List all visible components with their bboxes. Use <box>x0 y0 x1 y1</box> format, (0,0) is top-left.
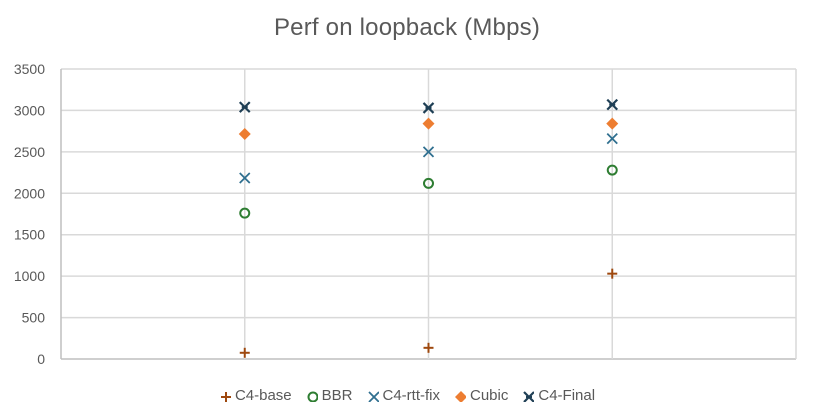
diamond-marker-icon <box>238 128 251 141</box>
circle-open-marker-icon <box>239 207 251 219</box>
legend-item-cubic: Cubic <box>454 387 508 404</box>
star-x-marker-icon <box>422 102 435 114</box>
diamond-marker-icon <box>606 117 619 130</box>
legend-item-bbr: BBR <box>306 387 353 404</box>
data-points <box>238 98 619 358</box>
y-tick-label: 3000 <box>14 102 45 118</box>
plus-marker-icon <box>239 347 250 358</box>
plus-marker-icon <box>423 342 434 353</box>
legend-item-c4-base: C4-base <box>219 387 292 404</box>
x-marker-icon <box>239 172 251 184</box>
star-x-marker-icon <box>606 98 619 111</box>
y-tick-label: 2000 <box>14 185 45 201</box>
x-legend-icon <box>367 390 379 402</box>
legend-label: C4-Final <box>538 387 596 404</box>
chart-title: Perf on loopback (Mbps) <box>273 14 541 41</box>
y-tick-label: 0 <box>37 351 45 367</box>
legend-label: C4-rtt-fix <box>382 387 441 404</box>
star-x-marker-icon <box>238 101 251 113</box>
y-tick-label: 1000 <box>14 268 45 284</box>
diamond-marker-icon <box>422 117 435 130</box>
legend-item-c4-rtt-fix: C4-rtt-fix <box>367 387 441 404</box>
plus-legend-icon <box>220 391 231 402</box>
circle-open-marker-icon <box>423 177 434 189</box>
x-marker-icon <box>422 146 435 158</box>
legend: C4-base BBR C4-rtt-fix Cubic C4-Final <box>0 387 814 404</box>
diamond-legend-icon <box>455 390 466 402</box>
y-tick-label: 2500 <box>14 144 45 160</box>
legend-label: BBR <box>321 387 353 404</box>
circle-open-legend-icon <box>307 391 318 402</box>
legend-item-c4-final: C4-Final <box>522 387 595 404</box>
gridlines <box>60 68 797 360</box>
plus-marker-icon <box>607 268 618 279</box>
legend-label: Cubic <box>470 387 509 404</box>
y-tick-label: 1500 <box>14 227 45 243</box>
y-tick-label: 3500 <box>14 61 45 77</box>
y-axis-tick-labels: 0 500 1000 1500 2000 2500 3000 3500 <box>14 61 45 367</box>
x-marker-icon <box>606 132 618 145</box>
y-tick-label: 500 <box>22 310 46 326</box>
legend-label: C4-base <box>234 387 292 404</box>
circle-open-marker-icon <box>606 164 618 176</box>
star-x-legend-icon <box>523 390 535 402</box>
